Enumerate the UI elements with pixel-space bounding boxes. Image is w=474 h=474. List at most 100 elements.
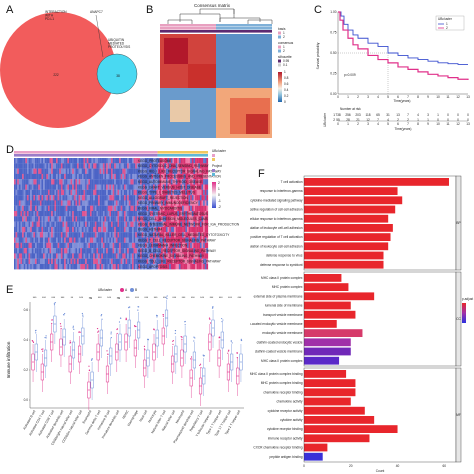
significance-label: ***	[210, 296, 214, 300]
box-outlier	[143, 345, 146, 347]
heatmap-cell	[54, 173, 57, 180]
heatmap-cell	[123, 226, 126, 233]
heatmap-cell	[81, 216, 84, 222]
heatmap-cell	[196, 189, 199, 196]
heatmap-cell	[18, 248, 21, 254]
heatmap-cell	[203, 216, 205, 222]
box-outlier	[172, 340, 174, 342]
heatmap-cell	[36, 253, 39, 259]
heatmap-cell	[154, 205, 157, 212]
heatmap-cell	[15, 232, 18, 238]
heatmap-cell	[31, 163, 34, 169]
heatmap-cell	[128, 168, 131, 174]
heatmap-cell	[22, 195, 24, 201]
heatmap-cell	[62, 205, 65, 212]
heatmap-cell	[35, 264, 37, 270]
heatmap-cell	[140, 195, 142, 201]
heatmap-cell	[38, 184, 40, 190]
heatmap-cell	[109, 158, 112, 164]
risk-x-tick: 11	[446, 122, 450, 126]
heatmap-cell	[153, 158, 155, 164]
heatmap-cell	[60, 226, 63, 233]
heatmap-cell	[136, 163, 139, 169]
heatmap-cell	[104, 226, 107, 233]
heatmap-cell	[156, 158, 158, 164]
heatmap-cell	[68, 237, 71, 243]
heatmap-cell	[117, 248, 120, 254]
heatmap-cell	[156, 184, 158, 190]
heatmap-cell	[186, 253, 189, 259]
heatmap-cell	[88, 253, 91, 259]
heatmap-cell	[128, 195, 131, 201]
heatmap-cell	[133, 205, 136, 212]
box-y-tick: 0.0	[24, 398, 29, 402]
heatmap-cell	[180, 248, 183, 254]
risk-x-tick: 9	[427, 122, 429, 126]
heatmap-cell	[193, 264, 196, 270]
heatmap-cell	[169, 184, 171, 190]
heatmap-row-label: KEGG_LEISHMANIA_INFECTION	[138, 244, 188, 248]
heatmap-cell	[111, 221, 113, 227]
svg-text:B: B	[135, 288, 137, 292]
heatmap-cell	[78, 221, 81, 227]
heatmap-cell	[72, 248, 74, 254]
heatmap-cell	[36, 216, 39, 222]
heatmap-cell	[44, 258, 47, 265]
go-bar	[304, 320, 337, 328]
heatmap-cell	[64, 253, 66, 259]
km-x-tick: 9	[427, 95, 429, 99]
km-axes: 1.000.750.500.250.000 1 2 3 4 5 6 7 8 9 10 11 12 13	[330, 10, 470, 99]
consensus-legend: basis12consensus12silhouette0.950.110.80…	[278, 27, 294, 104]
heatmap-cell	[196, 211, 199, 217]
heatmap-cell	[130, 173, 133, 180]
heatmap-cell	[28, 200, 31, 206]
box-outlier	[31, 340, 33, 342]
heatmap-cell	[156, 173, 158, 180]
heatmap-cell	[204, 189, 207, 196]
box-outlier	[90, 359, 93, 361]
heatmap-cell	[132, 237, 134, 243]
heatmap-cell	[86, 211, 89, 217]
heatmap-cell	[83, 158, 86, 164]
heatmap-row-label: KEGG_B_CELL_RECEPTOR_SIGNALING_PATHWAY	[138, 249, 217, 253]
heatmap-cell	[167, 195, 170, 201]
heatmap-cell	[39, 237, 42, 243]
heatmap-cell	[91, 158, 94, 164]
heatmap-cell	[154, 168, 157, 174]
heatmap-cell	[159, 184, 162, 190]
heatmap-cell	[98, 221, 100, 227]
heatmap-cell	[140, 221, 142, 227]
heatmap-cell	[70, 216, 73, 222]
heatmap-cell	[47, 248, 50, 254]
heatmap-cell	[64, 158, 66, 164]
heatmap-cell	[73, 200, 76, 206]
heatmap-cell	[204, 163, 207, 169]
heatmap-cell	[169, 258, 171, 265]
heatmap-cell	[51, 248, 53, 254]
km-x-tick: 8	[417, 95, 419, 99]
heatmap-cell	[204, 264, 207, 270]
heatmap-cell	[64, 226, 66, 233]
heatmap-cell	[195, 221, 197, 227]
heatmap-cell	[36, 173, 39, 180]
heatmap-cell	[199, 226, 202, 233]
heatmap-cell	[89, 237, 92, 243]
heatmap-cell	[148, 216, 150, 222]
risk-cell: 0	[467, 118, 469, 122]
heatmap-cell	[44, 195, 47, 201]
heatmap-cell	[154, 211, 157, 217]
heatmap-cell	[89, 205, 92, 212]
box-outlier	[72, 325, 74, 327]
box-outlier	[51, 319, 53, 321]
matrix-block-high	[246, 114, 268, 134]
heatmap-cell	[149, 232, 152, 238]
heatmap-cell	[183, 179, 186, 185]
heatmap-cell	[159, 216, 162, 222]
heatmap-cell	[183, 184, 186, 190]
go-bar	[304, 205, 396, 214]
heatmap-cell	[206, 211, 209, 217]
heatmap-cell	[30, 184, 32, 190]
heatmap-cell	[101, 242, 104, 249]
heatmap-cell	[164, 211, 167, 217]
heatmap-cell	[106, 211, 108, 217]
